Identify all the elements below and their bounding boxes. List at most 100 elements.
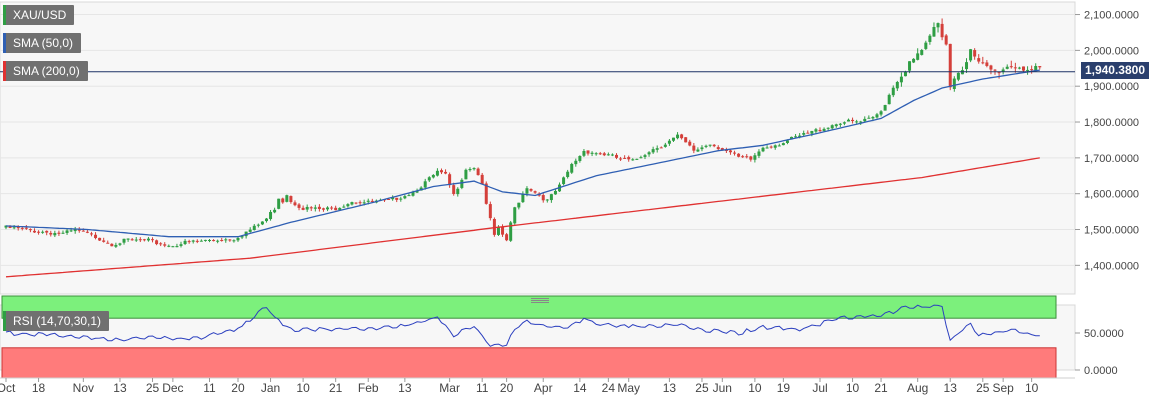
candle-body xyxy=(513,207,517,224)
legend-sma50[interactable]: SMA (50,0) xyxy=(3,33,82,53)
candle-body xyxy=(110,243,114,247)
legend-sma200-label: SMA (200,0) xyxy=(13,64,80,78)
candle-body xyxy=(859,121,863,123)
candle-body xyxy=(969,49,973,61)
candle-body xyxy=(826,127,830,129)
candle-body xyxy=(106,242,110,244)
candle-body xyxy=(102,240,106,242)
candle-body xyxy=(252,225,256,231)
candle-body xyxy=(187,241,191,243)
sma200-swatch xyxy=(3,61,6,81)
candle-body xyxy=(728,150,732,153)
candle-body xyxy=(619,158,623,160)
candle-body xyxy=(602,153,606,156)
x-tick-label: 25 xyxy=(146,381,160,395)
candle-body xyxy=(680,134,684,139)
y-tick-label: 1,500.0000 xyxy=(1084,225,1139,237)
sma50-line xyxy=(5,69,1040,238)
candle-body xyxy=(553,190,557,195)
candle-body xyxy=(749,156,753,160)
candle-body xyxy=(838,123,842,125)
candle-body xyxy=(932,26,936,37)
x-tick-label: 13 xyxy=(113,381,127,395)
x-tick-label: Oct xyxy=(0,381,16,395)
candle-body xyxy=(842,122,846,124)
candle-body xyxy=(663,144,667,147)
candle-body xyxy=(171,246,175,248)
candle-body xyxy=(1038,66,1042,68)
candle-body xyxy=(195,240,199,242)
candle-body xyxy=(358,202,362,204)
candle-body xyxy=(415,190,419,193)
candle-body xyxy=(521,193,525,203)
candle-body xyxy=(342,206,346,208)
candle-body xyxy=(1013,67,1017,69)
candle-body xyxy=(659,147,663,149)
candle-body xyxy=(794,136,798,138)
candle-body xyxy=(496,227,500,235)
x-tick-label: 21 xyxy=(329,381,343,395)
candle-body xyxy=(297,204,301,208)
candle-body xyxy=(126,238,130,240)
sma50-swatch xyxy=(3,33,6,53)
candle-body xyxy=(765,147,769,149)
pane-resize-handle[interactable] xyxy=(531,297,549,303)
candle-body xyxy=(505,234,509,241)
legend-symbol[interactable]: XAU/USD xyxy=(3,5,75,25)
x-tick-label: 20 xyxy=(500,381,514,395)
candle-body xyxy=(655,148,659,150)
candle-body xyxy=(798,135,802,138)
candle-body xyxy=(444,171,448,174)
candle-body xyxy=(439,170,443,173)
x-tick-label: Jul xyxy=(812,381,827,395)
candle-body xyxy=(89,233,93,235)
candle-body xyxy=(395,197,399,200)
x-tick-label: 19 xyxy=(777,381,791,395)
candle-body xyxy=(582,151,586,156)
candle-body xyxy=(338,207,342,211)
candle-body xyxy=(24,227,28,229)
candle-body xyxy=(997,72,1001,74)
candle-body xyxy=(855,121,859,123)
candle-body xyxy=(334,207,338,211)
x-tick-label: Nov xyxy=(73,381,94,395)
candle-body xyxy=(769,146,773,148)
legend-rsi[interactable]: RSI (14,70,30,1) xyxy=(3,311,110,331)
candle-body xyxy=(256,224,260,226)
x-tick-label: 11 xyxy=(203,381,216,395)
candle-body xyxy=(456,188,460,195)
candle-body xyxy=(301,207,305,210)
candle-body xyxy=(57,232,61,234)
candle-body xyxy=(887,94,891,105)
candle-body xyxy=(460,179,464,188)
candle-body xyxy=(1026,69,1030,71)
candle-body xyxy=(45,230,49,233)
candle-body xyxy=(716,147,720,150)
candle-body xyxy=(562,177,566,185)
candle-body xyxy=(212,240,216,242)
candle-body xyxy=(952,78,956,90)
candle-body xyxy=(289,196,293,203)
candle-body xyxy=(260,221,264,225)
legend-sma200[interactable]: SMA (200,0) xyxy=(3,61,88,81)
x-tick-label: 21 xyxy=(874,381,888,395)
x-tick-label: Jun xyxy=(713,381,732,395)
candle-body xyxy=(696,149,700,152)
candle-body xyxy=(370,200,374,202)
candle-body xyxy=(806,132,810,134)
candle-body xyxy=(501,226,505,235)
candle-body xyxy=(330,207,334,209)
candle-body xyxy=(899,76,903,83)
candle-body xyxy=(1030,69,1034,71)
candle-body xyxy=(708,144,712,146)
candle-body xyxy=(851,119,855,122)
candle-body xyxy=(1001,69,1005,72)
candle-body xyxy=(130,239,134,241)
candle-body xyxy=(448,174,452,186)
x-tick-label: 25 xyxy=(976,381,990,395)
candle-body xyxy=(635,158,639,160)
candle-body xyxy=(916,53,920,60)
candle-body xyxy=(464,169,468,180)
